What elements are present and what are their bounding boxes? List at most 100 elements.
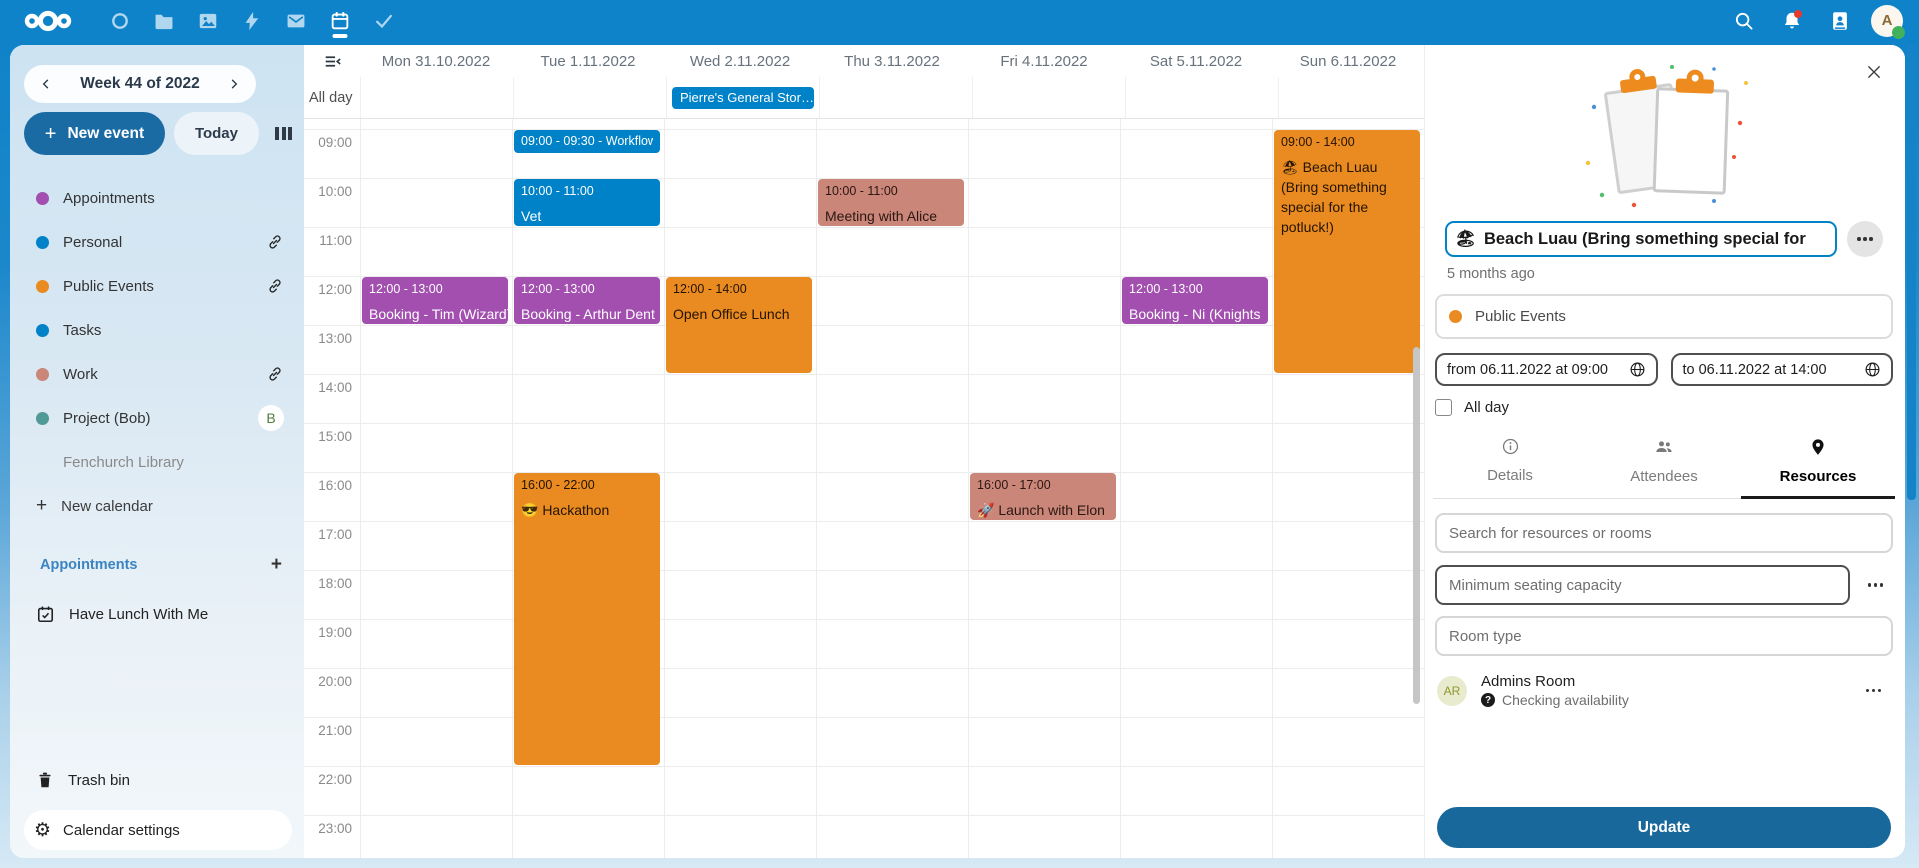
app-activity-icon[interactable]	[230, 0, 274, 41]
hour-line	[304, 570, 1424, 571]
shared-link-icon[interactable]	[266, 233, 284, 251]
calendar-settings-button[interactable]: ⚙ Calendar settings	[24, 810, 292, 850]
close-icon[interactable]	[1861, 59, 1887, 85]
app-tasks-icon[interactable]	[362, 0, 406, 41]
event-title: Booking - Tim (Wizard)	[369, 306, 508, 322]
nextcloud-logo-icon[interactable]	[22, 9, 74, 33]
day-header-1: Tue 1.11.2022	[540, 52, 636, 70]
hour-label: 19:00	[318, 625, 352, 640]
update-button[interactable]: Update	[1437, 807, 1891, 848]
resource-actions-menu-button[interactable]	[1856, 679, 1892, 703]
all-day-checkbox[interactable]	[1435, 399, 1452, 416]
end-datetime-field[interactable]: to 06.11.2022 at 14:00	[1670, 353, 1893, 386]
calendar-color-dot	[36, 235, 49, 249]
event-title-input[interactable]: 🏖 Beach Luau (Bring something special fo…	[1445, 221, 1837, 257]
top-bar: A	[0, 0, 1919, 41]
event-actions-menu-button[interactable]	[1847, 221, 1883, 257]
resource-search-placeholder: Search for resources or rooms	[1449, 524, 1652, 542]
hour-line	[304, 374, 1424, 375]
all-day-event[interactable]: Pierre's General Stor…	[672, 86, 814, 109]
calendar-name: Project (Bob)	[63, 409, 151, 427]
resources-icon	[1809, 437, 1827, 461]
editor-tabs: Details Attendees Resources	[1433, 430, 1895, 499]
app-calendar-icon[interactable]	[318, 0, 362, 41]
timezone-globe-icon[interactable]	[1629, 361, 1646, 378]
contacts-icon[interactable]	[1823, 4, 1857, 38]
hour-label: 16:00	[318, 478, 352, 493]
tab-details[interactable]: Details	[1433, 430, 1587, 498]
shared-link-icon[interactable]	[266, 277, 284, 295]
timezone-globe-icon[interactable]	[1864, 361, 1881, 378]
calendar-event[interactable]: 16:00 - 22:00 😎 Hackathon	[514, 473, 660, 765]
trash-bin-item[interactable]: Trash bin	[24, 758, 292, 802]
sidebar-calendar-work[interactable]: Work	[24, 352, 292, 396]
day-header-6: Sun 6.11.2022	[1299, 52, 1397, 70]
calendar-event[interactable]: 09:00 - 09:30 - Workflow	[514, 130, 660, 153]
calendar-event[interactable]: 09:00 - 14:00 🏖 Beach Luau (Bring somethi…	[1274, 130, 1420, 373]
calendar-event[interactable]: 12:00 - 14:00 Open Office Lunch	[666, 277, 812, 373]
collapse-weekdays-icon[interactable]	[324, 54, 341, 69]
calendar-name: Work	[63, 365, 98, 383]
day-header-4: Fri 4.11.2022	[1000, 52, 1088, 70]
previous-week-button[interactable]	[30, 68, 62, 100]
tab-attendees[interactable]: Attendees	[1587, 430, 1741, 498]
calendar-event[interactable]: 12:00 - 13:00 Booking - Ni (Knights	[1122, 277, 1268, 324]
seating-capacity-input[interactable]: Minimum seating capacity	[1435, 565, 1850, 605]
seating-options-menu-button[interactable]	[1858, 573, 1894, 597]
calendar-picker[interactable]: Public Events	[1435, 294, 1893, 339]
help-icon: ?	[1481, 693, 1495, 707]
hour-line	[304, 423, 1424, 424]
today-button[interactable]: Today	[173, 112, 259, 155]
user-avatar[interactable]: A	[1871, 4, 1905, 39]
event-illustration	[1433, 59, 1895, 211]
event-time: 16:00 - 22:00	[521, 478, 595, 492]
new-event-label: New event	[67, 124, 145, 142]
tab-label: Details	[1487, 467, 1533, 484]
info-icon	[1501, 437, 1520, 460]
sidebar-calendar-personal[interactable]: Personal	[24, 220, 292, 264]
room-type-placeholder: Room type	[1449, 627, 1522, 645]
calendar-scrollbar[interactable]	[1413, 347, 1420, 704]
sidebar-calendar-public-events[interactable]: Public Events	[24, 264, 292, 308]
week-label: Week 44 of 2022	[80, 75, 200, 92]
calendar-event[interactable]: 10:00 - 11:00 Vet	[514, 179, 660, 226]
calendar-event[interactable]: 10:00 - 11:00 Meeting with Alice	[818, 179, 964, 226]
app-photos-icon[interactable]	[186, 0, 230, 41]
new-calendar-button[interactable]: + New calendar	[24, 484, 292, 528]
tab-resources[interactable]: Resources	[1741, 430, 1895, 499]
search-icon[interactable]	[1727, 4, 1761, 38]
app-files-icon[interactable]	[142, 0, 186, 41]
app-mail-icon[interactable]	[274, 0, 318, 41]
hour-label: 14:00	[318, 380, 352, 395]
calendar-name: Appointments	[63, 189, 155, 207]
calendar-color-dot	[36, 279, 49, 293]
resource-search-input[interactable]: Search for resources or rooms	[1435, 513, 1893, 553]
appointments-heading-label: Appointments	[40, 557, 138, 573]
next-week-button[interactable]	[218, 68, 250, 100]
hour-label: 21:00	[318, 723, 352, 738]
sidebar-calendar-appointments[interactable]: Appointments	[24, 176, 292, 220]
hour-line	[304, 619, 1424, 620]
calendar-event[interactable]: 12:00 - 13:00 Booking - Tim (Wizard)	[362, 277, 508, 324]
sidebar-calendar-fenchurch-library[interactable]: Fenchurch Library	[24, 440, 292, 484]
room-type-select[interactable]: Room type	[1435, 616, 1893, 656]
resource-name: Admins Room	[1481, 673, 1576, 690]
appointment-config-item[interactable]: Have Lunch With Me	[24, 592, 292, 636]
sidebar-calendar-project-bob-[interactable]: Project (Bob) B	[24, 396, 292, 440]
start-datetime-field[interactable]: from 06.11.2022 at 09:00	[1435, 353, 1658, 386]
app-content: Week 44 of 2022 + New event Today Appoin…	[10, 45, 1905, 858]
add-appointment-config-button[interactable]: +	[270, 554, 282, 575]
shared-link-icon[interactable]	[266, 365, 284, 383]
day-header-2: Wed 2.11.2022	[689, 52, 791, 70]
notifications-bell-icon[interactable]	[1775, 4, 1809, 38]
panel-scrollbar[interactable]	[1907, 45, 1916, 500]
calendar-event[interactable]: 12:00 - 13:00 Booking - Arthur Dent	[514, 277, 660, 324]
calendar-event[interactable]: 16:00 - 17:00 🚀 Launch with Elon	[970, 473, 1116, 520]
week-view-icon[interactable]	[275, 127, 292, 140]
all-day-cell-2: Pierre's General Stor…	[666, 77, 819, 118]
sidebar-calendar-tasks[interactable]: Tasks	[24, 308, 292, 352]
new-event-button[interactable]: + New event	[24, 112, 165, 155]
all-day-cell-5	[1125, 77, 1278, 118]
calendar-color-dot	[36, 191, 49, 205]
app-dashboard-icon[interactable]	[98, 0, 142, 41]
